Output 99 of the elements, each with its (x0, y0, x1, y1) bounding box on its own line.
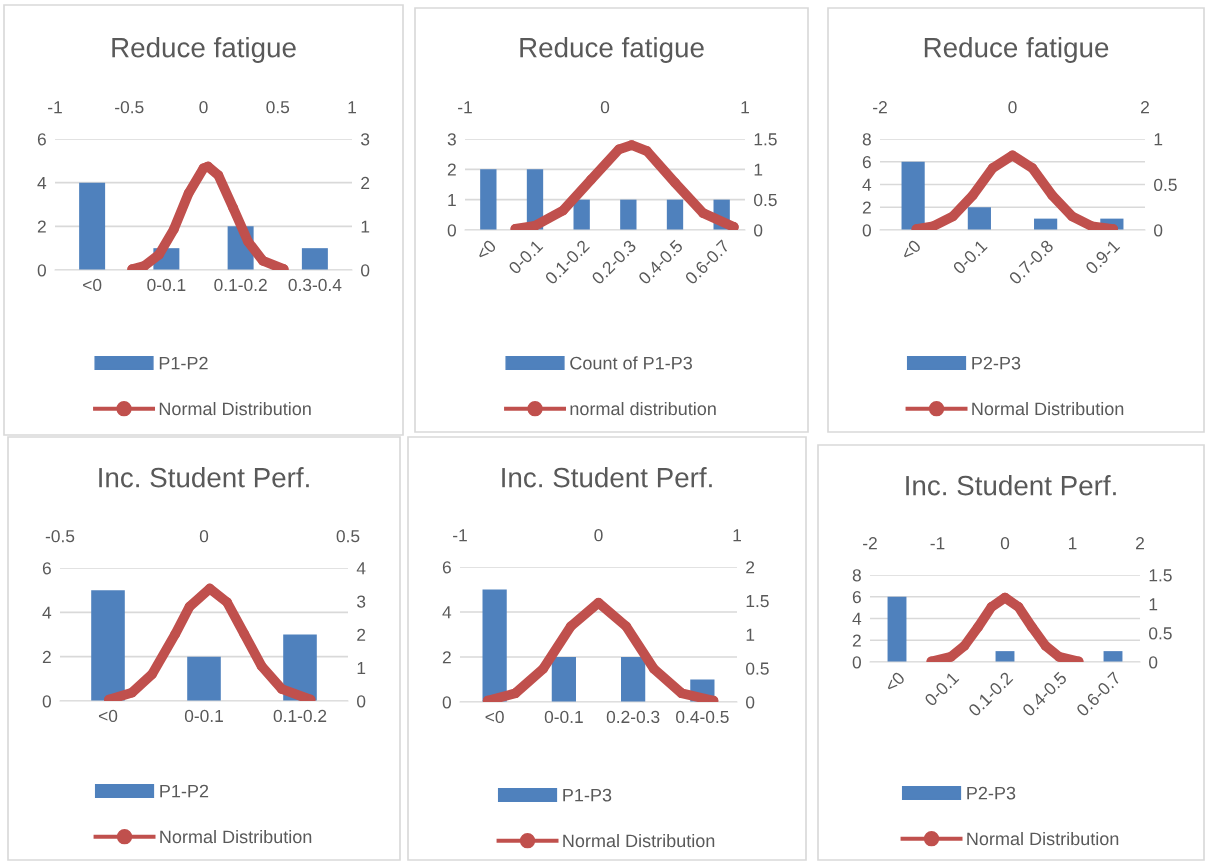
legend-label: P1-P3 (563, 788, 612, 802)
x-tick-label: 0.1-0.2 (273, 709, 327, 723)
x-tick-label: <0 (883, 671, 906, 693)
legend-label: Normal Distribution (972, 401, 1124, 416)
y-tick-label: 1.5 (746, 595, 769, 608)
legend-label: Normal Distribution (159, 401, 311, 416)
y-tick-label: 6 (852, 590, 861, 604)
legend-label: Normal Distribution (160, 829, 312, 844)
y-tick-label: 0 (442, 696, 451, 709)
x-tick-label: 0 (1008, 101, 1017, 114)
y-tick-label: 2 (37, 220, 46, 233)
y-tick-label: 2 (442, 651, 451, 664)
y-tick-label: 0.5 (1149, 627, 1172, 640)
y-tick-label: 6 (442, 561, 451, 574)
x-tick-label: 0-0.1 (184, 709, 223, 723)
x-tick-label: 0 (199, 101, 208, 114)
chart-title: Reduce fatigue (520, 37, 704, 63)
legend-label: Normal Distribution (967, 831, 1119, 846)
x-tick-label: -1 (458, 101, 472, 114)
x-tick-label: 0 (1000, 537, 1010, 550)
y-tick-label: 0 (862, 224, 871, 237)
y-tick-label: 6 (862, 155, 871, 169)
y-tick-label: 4 (356, 562, 366, 575)
x-tick-label: <0 (83, 278, 102, 292)
chart-title: Inc. Student Perf. (99, 467, 309, 488)
y-tick-label: 4 (852, 612, 862, 625)
x-tick-label: 0-0.1 (544, 710, 583, 724)
x-tick-label: <0 (98, 709, 118, 723)
y-tick-label: 0 (1154, 224, 1163, 237)
y-tick-label: 4 (862, 178, 872, 191)
x-tick-label: 1 (733, 529, 741, 542)
chart-title: Inc. Student Perf. (502, 467, 712, 488)
y-tick-label: 0 (746, 696, 755, 709)
x-tick-label: 0.3-0.4 (288, 278, 342, 292)
y-tick-label: 0 (852, 656, 861, 669)
y-tick-label: 0.5 (754, 193, 777, 207)
y-tick-label: 1 (1154, 133, 1163, 146)
legend-label: P1-P2 (160, 784, 209, 798)
y-tick-label: 1 (448, 194, 456, 206)
y-tick-label: 0.5 (1154, 178, 1177, 191)
x-tick-label: -1 (453, 529, 467, 542)
x-tick-label: 0 (594, 529, 603, 542)
x-tick-label: <0 (475, 239, 497, 261)
x-tick-label: -1 (930, 537, 945, 550)
y-tick-label: 1 (746, 628, 755, 641)
y-tick-label: 0 (754, 224, 763, 237)
y-tick-label: 2 (746, 561, 755, 574)
y-tick-label: 0 (1149, 656, 1158, 669)
x-tick-label: 0-0.1 (147, 278, 186, 292)
x-tick-label: <0 (485, 710, 504, 724)
x-tick-label: 2 (1136, 537, 1144, 550)
x-tick-label: 0.2-0.3 (606, 710, 660, 724)
y-tick-label: 2 (361, 176, 370, 189)
y-tick-label: 6 (37, 133, 46, 146)
y-tick-label: 3 (357, 595, 366, 608)
y-tick-label: 1.5 (1149, 569, 1172, 582)
y-tick-label: 2 (852, 634, 861, 647)
x-tick-label: 1 (348, 101, 356, 114)
legend-label: P2-P3 (967, 786, 1016, 800)
x-tick-label: 2 (1141, 101, 1149, 114)
y-tick-label: 8 (862, 133, 871, 146)
chart-title: Reduce fatigue (924, 37, 1109, 63)
y-tick-label: 0.5 (746, 662, 769, 675)
x-tick-label: 1 (1069, 537, 1077, 550)
y-tick-label: 1.5 (754, 133, 777, 146)
y-tick-label: 1 (357, 662, 366, 675)
y-tick-label: 2 (447, 163, 456, 176)
y-tick-label: 2 (862, 201, 871, 214)
x-tick-label: 0.4-0.5 (676, 710, 729, 724)
legend-label: Count of P1-P3 (570, 356, 692, 370)
y-tick-label: 4 (37, 177, 47, 189)
y-tick-label: 1 (754, 163, 763, 176)
x-tick-label: -2 (863, 537, 877, 550)
y-tick-label: 1 (1149, 598, 1158, 611)
x-tick-label: -2 (873, 101, 887, 114)
x-tick-label: 0 (199, 530, 209, 543)
y-tick-label: 4 (442, 606, 452, 619)
chart-title: Inc. Student Perf. (906, 475, 1116, 496)
legend-label: normal distribution (570, 401, 716, 416)
legend-label: P2-P3 (972, 356, 1021, 370)
y-tick-label: 0 (447, 224, 456, 237)
legend-label: P1-P2 (159, 356, 208, 370)
x-tick-label: -0.5 (45, 530, 75, 543)
chart-title: Reduce fatigue (112, 37, 296, 63)
x-tick-label: -1 (48, 101, 62, 114)
y-tick-label: 1 (361, 220, 370, 233)
y-tick-label: 2 (42, 650, 51, 663)
x-tick-label: -0.5 (115, 101, 144, 114)
x-tick-label: 0.5 (266, 101, 290, 114)
y-tick-label: 3 (361, 133, 370, 146)
y-tick-label: 3 (447, 133, 456, 146)
x-tick-label: <0 (900, 239, 922, 261)
x-tick-label: 0 (600, 101, 610, 114)
legend-label: Normal Distribution (563, 833, 715, 848)
y-tick-label: 4 (42, 606, 52, 619)
y-tick-label: 8 (852, 569, 861, 582)
y-tick-label: 2 (357, 628, 366, 641)
y-tick-label: 6 (42, 562, 51, 575)
x-tick-label: 0.1-0.2 (214, 278, 267, 292)
